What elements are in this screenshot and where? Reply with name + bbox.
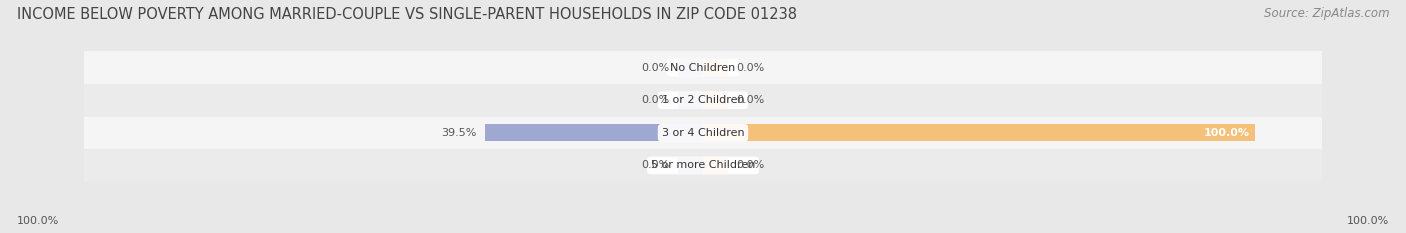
Bar xyxy=(678,59,703,76)
Text: 0.0%: 0.0% xyxy=(737,63,765,72)
Bar xyxy=(678,92,703,109)
Bar xyxy=(84,116,1322,149)
Text: 3 or 4 Children: 3 or 4 Children xyxy=(662,128,744,138)
Text: 0.0%: 0.0% xyxy=(641,63,669,72)
Text: 100.0%: 100.0% xyxy=(1204,128,1250,138)
Bar xyxy=(678,157,703,174)
Text: 1 or 2 Children: 1 or 2 Children xyxy=(662,95,744,105)
Text: 39.5%: 39.5% xyxy=(441,128,477,138)
Bar xyxy=(84,51,1322,84)
Text: 0.0%: 0.0% xyxy=(737,161,765,170)
Bar xyxy=(485,124,703,141)
Bar xyxy=(703,124,1256,141)
Text: 100.0%: 100.0% xyxy=(1347,216,1389,226)
Text: No Children: No Children xyxy=(671,63,735,72)
Bar xyxy=(703,59,728,76)
Text: 100.0%: 100.0% xyxy=(17,216,59,226)
Text: INCOME BELOW POVERTY AMONG MARRIED-COUPLE VS SINGLE-PARENT HOUSEHOLDS IN ZIP COD: INCOME BELOW POVERTY AMONG MARRIED-COUPL… xyxy=(17,7,797,22)
Bar xyxy=(703,92,728,109)
Text: Source: ZipAtlas.com: Source: ZipAtlas.com xyxy=(1264,7,1389,20)
Bar xyxy=(84,149,1322,182)
Bar xyxy=(703,157,728,174)
Text: 0.0%: 0.0% xyxy=(641,95,669,105)
Text: 0.0%: 0.0% xyxy=(641,161,669,170)
Bar xyxy=(84,84,1322,116)
Text: 5 or more Children: 5 or more Children xyxy=(651,161,755,170)
Text: 0.0%: 0.0% xyxy=(737,95,765,105)
